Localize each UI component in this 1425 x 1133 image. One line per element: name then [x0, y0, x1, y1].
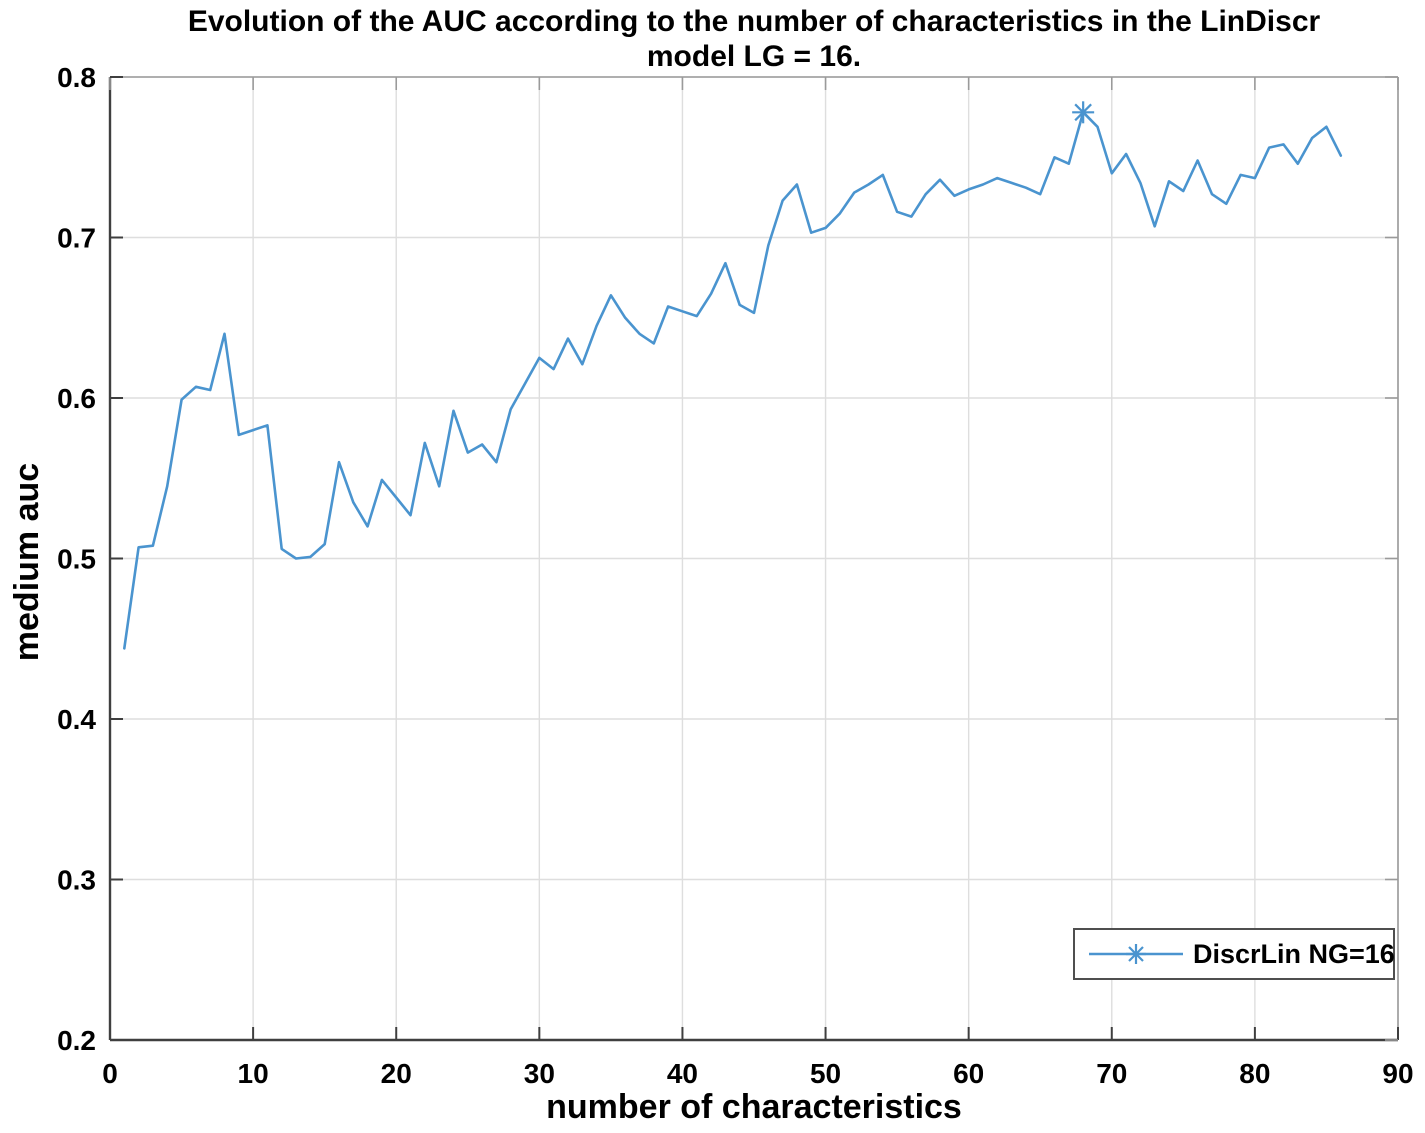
svg-text:40: 40	[667, 1058, 698, 1089]
svg-text:70: 70	[1096, 1058, 1127, 1089]
svg-text:0.5: 0.5	[57, 544, 96, 575]
svg-text:0.7: 0.7	[57, 223, 96, 254]
chart-title: Evolution of the AUC according to the nu…	[110, 4, 1398, 74]
svg-text:0.4: 0.4	[57, 704, 96, 735]
svg-text:80: 80	[1239, 1058, 1270, 1089]
legend-label: DiscrLin NG=16	[1193, 938, 1395, 969]
svg-text:50: 50	[810, 1058, 841, 1089]
x-tick-labels: 0 10 20 30 40 50 60 70 80 90	[102, 1058, 1413, 1089]
peak-marker-asterisk	[1072, 101, 1095, 124]
svg-text:20: 20	[381, 1058, 412, 1089]
legend: DiscrLin NG=16	[1073, 928, 1395, 980]
y-tick-labels: 0.2 0.3 0.4 0.5 0.6 0.7 0.8	[57, 62, 96, 1056]
svg-text:30: 30	[524, 1058, 555, 1089]
chart-title-line1: Evolution of the AUC according to the nu…	[187, 5, 1321, 38]
svg-text:0.6: 0.6	[57, 383, 96, 414]
svg-text:0.2: 0.2	[57, 1025, 96, 1056]
svg-text:0.8: 0.8	[57, 62, 96, 93]
svg-text:90: 90	[1382, 1058, 1413, 1089]
svg-text:0: 0	[102, 1058, 118, 1089]
legend-marker	[1089, 944, 1183, 964]
x-axis-label: number of characteristics	[546, 1088, 962, 1126]
legend-asterisk-icon	[1126, 944, 1146, 964]
svg-text:10: 10	[238, 1058, 269, 1089]
chart-title-line2: model LG = 16.	[646, 40, 862, 73]
series-line-discrlin	[123, 111, 1343, 650]
svg-text:0.3: 0.3	[57, 865, 96, 896]
y-axis-label: medium auc	[8, 462, 46, 662]
axis-ticks	[109, 76, 1399, 1041]
svg-text:60: 60	[953, 1058, 984, 1089]
